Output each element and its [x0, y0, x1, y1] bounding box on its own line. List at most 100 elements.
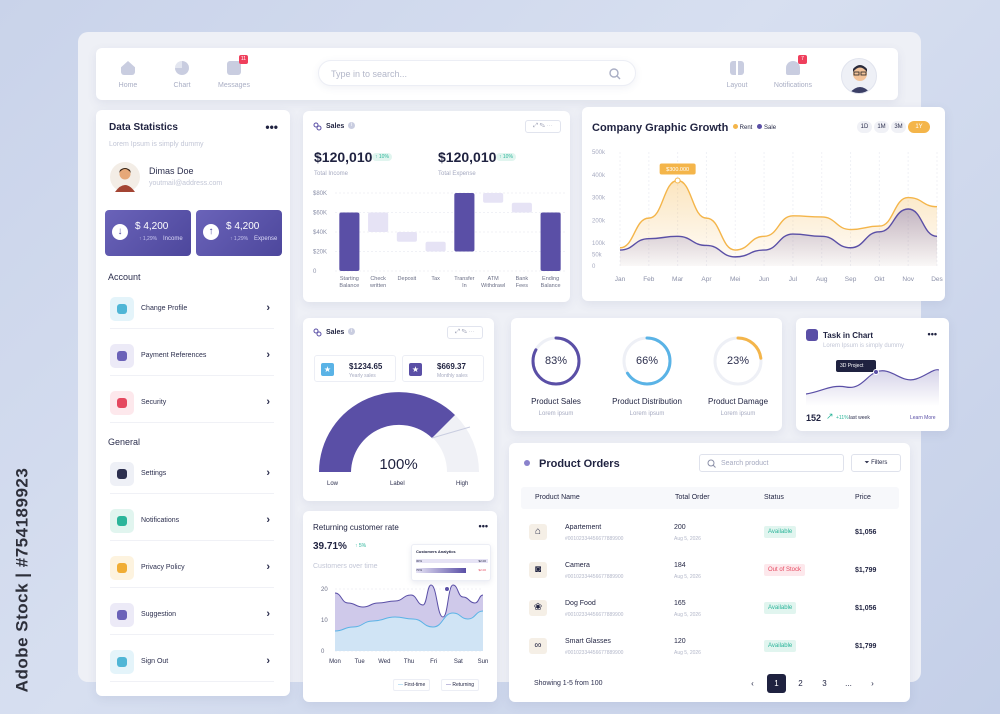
user-avatar [110, 162, 140, 192]
info-icon: i [348, 122, 355, 129]
category-label: Fees [516, 283, 528, 289]
arrow-up-icon: ↑ [203, 224, 219, 240]
home-icon [121, 61, 135, 75]
account-heading: Account [108, 272, 141, 282]
learn-more-link[interactable]: Learn More [910, 415, 936, 421]
dog-icon: ❀ [529, 600, 547, 616]
search-icon [609, 68, 621, 80]
metric-product-distribution[interactable]: 66% Product Distribution Lorem ipsum [602, 318, 692, 431]
showing-text: Showing 1-5 from 100 [534, 680, 603, 687]
svg-text:400k: 400k [592, 173, 606, 179]
table-row[interactable]: ◙ Camera #00102334456677889900 184 Aug 5, 20… [521, 555, 899, 589]
month-label: Apr [701, 276, 712, 283]
table-row[interactable]: ❀ Dog Food #00102334456677889900 165 Aug 5, … [521, 593, 899, 627]
chevron-right-icon: › [266, 655, 270, 667]
nav-layout[interactable]: Layout [712, 58, 762, 89]
task-tooltip: 3D Project [840, 363, 864, 369]
month-label: Jun [759, 276, 770, 283]
day-label: Sun [478, 659, 489, 665]
metric-product-sales[interactable]: 83% Product Sales Lorem ipsum [511, 318, 601, 431]
svg-text:200k: 200k [592, 218, 606, 224]
category-label: Transfer [454, 276, 474, 282]
page-1[interactable]: 1 [767, 674, 786, 693]
next-page-button[interactable]: › [871, 679, 874, 688]
menu-item-security[interactable]: Security › [110, 387, 274, 423]
returning-line [334, 584, 484, 618]
page-3[interactable]: 3 [822, 679, 827, 688]
status-badge: Available [764, 526, 797, 538]
category-label: Check [370, 276, 386, 282]
metric-product-damage[interactable]: 23% Product Damage Lorem ipsum [693, 318, 783, 431]
range-1D[interactable]: 1D [857, 121, 872, 133]
menu-item-change-profile[interactable]: Change Profile › [110, 293, 274, 329]
shield-icon [110, 556, 134, 580]
sales-icon [313, 328, 322, 337]
page-4[interactable]: ... [845, 679, 852, 688]
range-3M[interactable]: 3M [891, 121, 906, 133]
card-actions[interactable]: ⤢ ✎ ⋯ [525, 120, 561, 133]
more-icon[interactable]: ••• [927, 329, 937, 339]
chevron-right-icon: › [266, 467, 270, 479]
range-1M[interactable]: 1M [874, 121, 889, 133]
y-tick-label: $60K [313, 211, 327, 217]
status-badge: Available [764, 602, 797, 614]
menu-item-payment-references[interactable]: Payment References › [110, 340, 274, 376]
menu-item-notifications[interactable]: Notifications › [110, 505, 274, 541]
user-name: Dimas Doe [149, 166, 194, 176]
more-icon[interactable]: ••• [478, 521, 488, 531]
task-count: 152 [806, 413, 822, 423]
first-time-area [335, 611, 483, 651]
progress-ring [531, 336, 581, 386]
expense-card[interactable]: ↑ $ 4,200 ↑ 1,29% Expense [196, 210, 282, 256]
pagination: ‹ 1 2 3... › [743, 674, 882, 693]
menu-item-settings[interactable]: Settings › [110, 458, 274, 494]
general-heading: General [108, 437, 141, 447]
user-avatar[interactable] [841, 58, 877, 94]
svg-text:300k: 300k [592, 196, 606, 202]
nav-chart[interactable]: Chart [157, 58, 207, 89]
gauge-low: Low [327, 481, 339, 487]
product-search-input[interactable]: Search product [699, 454, 844, 472]
more-icon[interactable]: ••• [265, 120, 278, 134]
day-label: Mon [329, 659, 341, 665]
page-2[interactable]: 2 [798, 679, 803, 688]
range-1Y[interactable]: 1Y [908, 121, 930, 133]
filters-button[interactable]: ⏷ Filters [851, 454, 901, 472]
search-input[interactable]: Type in to search... [318, 60, 636, 86]
orders-icon [524, 460, 530, 466]
month-label: Mar [672, 276, 684, 283]
menu-item-sign-out[interactable]: Sign Out › [110, 646, 274, 682]
category-label: Balance [339, 283, 359, 289]
nav-notifications[interactable]: 7 Notifications [773, 55, 813, 89]
expense-pct-badge: ↑ 10% [496, 153, 516, 161]
nav-home[interactable]: Home [103, 58, 153, 89]
legend-first-time: — First-time [393, 679, 431, 691]
watermark: Adobe Stock | #754189923 [12, 467, 32, 693]
bar [511, 202, 532, 213]
category-label: Ending [542, 276, 559, 282]
search-icon [707, 459, 716, 468]
table-row[interactable]: ⌂ Apartement #00102334456677889900 200 Aug 5… [521, 517, 899, 551]
table-row[interactable]: ∞ Smart Glasses #00102334456677889900 120 Au… [521, 631, 899, 665]
returning-sublabel: Customers over time [313, 563, 378, 570]
card-actions[interactable]: ⤢ ✎ ⋯ [447, 326, 483, 339]
menu-item-suggestion[interactable]: Suggestion › [110, 599, 274, 635]
message-icon: 11 [227, 55, 248, 75]
sales-gauge [319, 392, 479, 472]
prev-page-button[interactable]: ‹ [751, 679, 754, 688]
month-label: Okt [874, 276, 884, 283]
task-pct: +11% [836, 415, 849, 421]
legend-returning: — Returning [441, 679, 480, 691]
product-metrics-card: 83% Product Sales Lorem ipsum 66% Product Di… [511, 318, 782, 431]
total-income-value: $120,010 [314, 149, 373, 165]
total-expense-value: $120,010 [438, 149, 497, 165]
income-card[interactable]: ↓ $ 4,200 ↑ 1,29% Income [105, 210, 191, 256]
menu-item-privacy-policy[interactable]: Privacy Policy › [110, 552, 274, 588]
nav-messages[interactable]: 11 Messages [218, 55, 250, 89]
glasses-icon: ∞ [529, 638, 547, 654]
growth-legend: Rent Sale [733, 124, 776, 131]
category-label: Deposit [398, 276, 417, 282]
day-label: Wed [378, 659, 390, 665]
category-label: In [462, 283, 467, 289]
house-icon: ⌂ [529, 524, 547, 540]
